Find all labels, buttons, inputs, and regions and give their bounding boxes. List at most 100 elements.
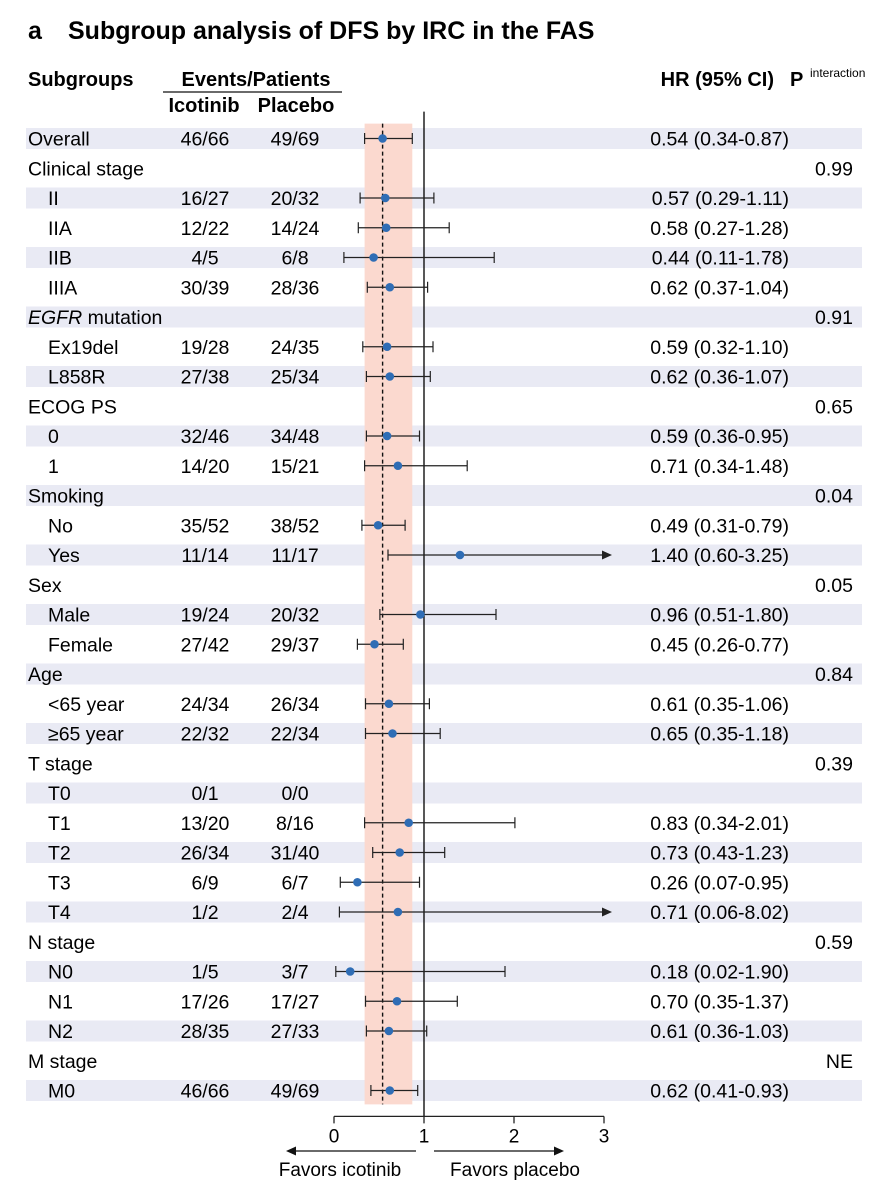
- icotinib-events: 1/5: [191, 962, 218, 984]
- favors-placebo-arrowhead: [554, 1146, 564, 1156]
- favors-icotinib-arrowhead: [286, 1146, 296, 1156]
- placebo-events: 49/69: [271, 1081, 320, 1103]
- icotinib-events: 1/2: [191, 902, 218, 924]
- row-label: Female: [48, 634, 113, 656]
- icotinib-events: 14/20: [181, 456, 230, 478]
- row-label: T1: [48, 813, 71, 835]
- row-label: T stage: [28, 753, 93, 775]
- row-label: EGFR mutation: [28, 307, 162, 329]
- row-label: 1: [48, 456, 59, 478]
- hr-ci-text: 0.83 (0.34-2.01): [650, 813, 789, 835]
- row-label: N2: [48, 1021, 73, 1043]
- figure-title: Subgroup analysis of DFS by IRC in the F…: [68, 17, 594, 45]
- row-label: ≥65 year: [48, 724, 124, 746]
- icotinib-events: 11/14: [181, 545, 229, 567]
- row-shade: [26, 723, 862, 744]
- placebo-events: 3/7: [281, 962, 308, 984]
- p-interaction: 0.59: [815, 932, 853, 954]
- row-shade: [26, 1080, 862, 1101]
- hr-point: [384, 1026, 394, 1036]
- header-p: P: [790, 69, 803, 91]
- row-label: II: [48, 188, 59, 210]
- hr-point: [404, 818, 414, 828]
- icotinib-events: 6/9: [191, 872, 218, 894]
- p-interaction: 0.39: [815, 753, 853, 775]
- row-label: ECOG PS: [28, 396, 117, 418]
- hr-point: [395, 848, 405, 857]
- icotinib-events: 22/32: [181, 724, 230, 746]
- icotinib-events: 17/26: [181, 991, 230, 1013]
- hr-ci-text: 0.59 (0.32-1.10): [650, 337, 789, 359]
- row-shade: [26, 366, 862, 387]
- placebo-events: 11/17: [271, 545, 318, 567]
- row-shade: [26, 1020, 862, 1042]
- row-label: Yes: [48, 545, 80, 567]
- icotinib-events: 19/24: [181, 605, 230, 627]
- row-label-rest: mutation: [82, 307, 162, 329]
- placebo-events: 15/21: [271, 456, 320, 478]
- hr-ci-text: 0.71 (0.06-8.02): [650, 902, 789, 924]
- placebo-events: 25/34: [271, 367, 320, 389]
- favors-icotinib-label: Favors icotinib: [279, 1160, 402, 1181]
- row-label: N1: [48, 991, 73, 1013]
- hr-ci-text: 0.57 (0.29-1.11): [652, 188, 789, 210]
- hr-ci-text: 0.71 (0.34-1.48): [650, 456, 789, 478]
- hr-point: [384, 699, 394, 709]
- hr-ci-text: 0.65 (0.35-1.18): [650, 724, 789, 746]
- hr-point: [382, 431, 392, 441]
- hr-point: [369, 253, 378, 262]
- placebo-events: 38/52: [271, 515, 320, 537]
- icotinib-events: 28/35: [181, 1021, 230, 1043]
- header-events-patients: Events/Patients: [182, 69, 331, 91]
- hr-point: [385, 282, 395, 292]
- row-label: Male: [48, 605, 90, 627]
- hr-ci-text: 0.70 (0.35-1.37): [650, 991, 789, 1013]
- ci-arrowhead: [602, 550, 612, 560]
- hr-ci-text: 0.49 (0.31-0.79): [650, 515, 789, 537]
- placebo-events: 20/32: [271, 605, 320, 627]
- row-label: L858R: [48, 367, 105, 389]
- placebo-events: 0/0: [281, 783, 308, 805]
- icotinib-events: 12/22: [181, 218, 230, 240]
- hr-ci-text: 0.61 (0.36-1.03): [650, 1021, 789, 1043]
- hr-point: [385, 372, 395, 381]
- hr-point: [381, 223, 391, 233]
- hr-point: [353, 877, 362, 887]
- row-shade: [26, 306, 862, 328]
- hr-ci-text: 0.54 (0.34-0.87): [650, 129, 789, 151]
- hr-point: [381, 193, 390, 203]
- header-p-interaction: interaction: [810, 66, 865, 80]
- row-shade: [26, 782, 862, 804]
- p-interaction: 0.04: [815, 486, 853, 508]
- p-interaction: 0.65: [815, 396, 853, 418]
- panel-label: a: [28, 17, 43, 45]
- p-interaction: NE: [826, 1051, 853, 1073]
- placebo-events: 26/34: [271, 694, 320, 716]
- icotinib-events: 46/66: [181, 129, 230, 151]
- hr-point: [393, 461, 403, 471]
- row-label: IIA: [48, 218, 72, 240]
- placebo-events: 6/8: [281, 248, 308, 270]
- icotinib-events: 4/5: [191, 248, 218, 270]
- hr-ci-text: 0.45 (0.26-0.77): [650, 634, 789, 656]
- hr-ci-text: 0.62 (0.41-0.93): [650, 1081, 789, 1103]
- header-subgroups: Subgroups: [28, 69, 134, 91]
- row-label-italic: EGFR: [28, 307, 82, 329]
- row-label: M0: [48, 1081, 75, 1103]
- hr-point: [378, 134, 387, 143]
- placebo-events: 2/4: [281, 902, 308, 924]
- table-text: Overall 46/66 49/69 0.54 (0.34-0.87) Clinica…: [28, 129, 853, 1103]
- row-label: Sex: [28, 575, 62, 597]
- placebo-events: 29/37: [271, 634, 320, 656]
- hr-ci-text: 0.62 (0.36-1.07): [650, 367, 789, 389]
- hr-ci-text: 0.26 (0.07-0.95): [650, 872, 789, 894]
- hr-ci-text: 0.59 (0.36-0.95): [650, 426, 789, 448]
- p-interaction: 0.84: [815, 664, 853, 686]
- hr-point: [345, 967, 355, 976]
- hr-ci-text: 0.73 (0.43-1.23): [650, 843, 789, 865]
- icotinib-events: 16/27: [181, 188, 230, 210]
- placebo-events: 34/48: [271, 426, 320, 448]
- row-label: T3: [48, 872, 71, 894]
- p-interaction: 0.99: [815, 158, 853, 180]
